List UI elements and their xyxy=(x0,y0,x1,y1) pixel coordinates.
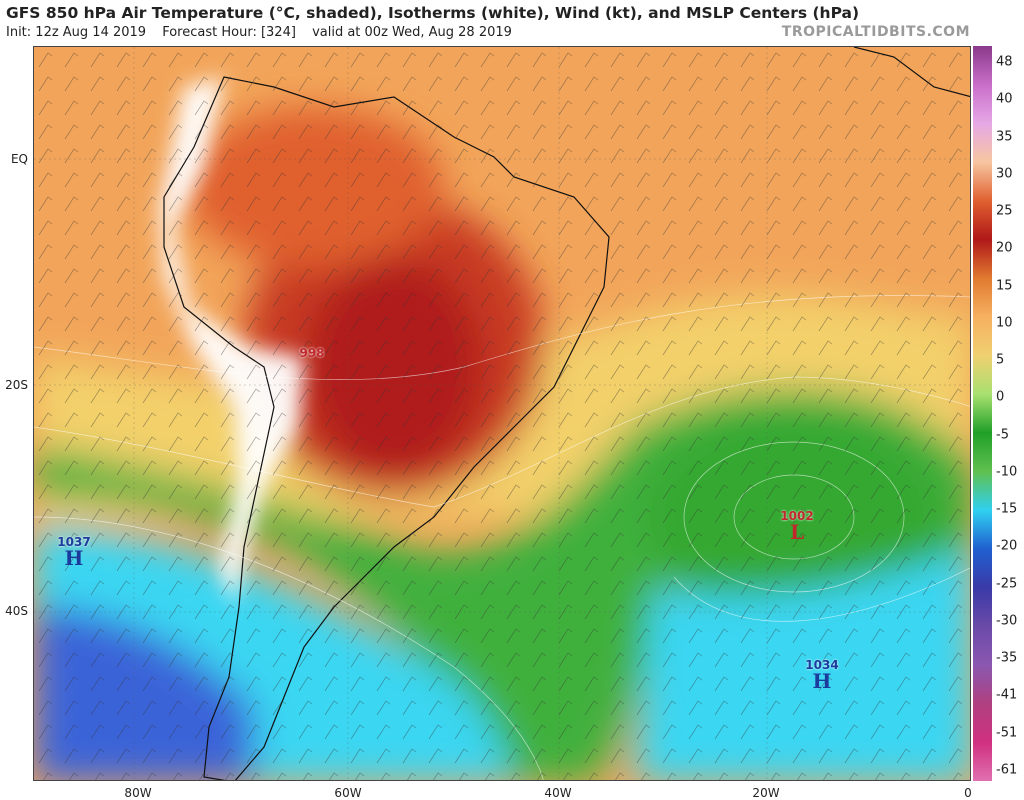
temperature-map xyxy=(33,46,971,781)
lon-label-0: 0 xyxy=(964,786,972,800)
colorbar-label: 30 xyxy=(996,166,1013,182)
pressure-center-high-south-atlantic: 1034 H xyxy=(805,658,839,693)
colorbar-label: 10 xyxy=(996,315,1013,331)
colorbar-label: 40 xyxy=(996,91,1013,107)
map-subtitle: Init: 12z Aug 14 2019 Forecast Hour: [32… xyxy=(6,25,524,40)
colorbar-label: 35 xyxy=(996,129,1013,145)
init-time: Init: 12z Aug 14 2019 xyxy=(6,25,147,40)
colorbar-label: 25 xyxy=(996,203,1013,219)
valid-time: valid at 00z Wed, Aug 28 2019 xyxy=(312,25,512,40)
pressure-symbol: H xyxy=(64,546,84,570)
map-title: GFS 850 hPa Air Temperature (°C, shaded)… xyxy=(6,4,860,22)
colorbar-label: -5 xyxy=(996,427,1009,443)
pressure-value: 1034 xyxy=(805,658,839,672)
colorbar-label: 20 xyxy=(996,240,1013,256)
lon-label-60w: 60W xyxy=(334,786,362,800)
colorbar-label: -15 xyxy=(996,501,1018,517)
lat-label-eq: EQ xyxy=(10,152,28,166)
colorbar-label: -25 xyxy=(996,576,1018,592)
forecast-hour: Forecast Hour: [324] xyxy=(162,25,296,40)
lon-label-40w: 40W xyxy=(544,786,572,800)
lat-label-40s: 40S xyxy=(5,604,28,618)
colorbar-label: -41 xyxy=(996,687,1018,703)
pressure-center-low-south-america: 998 xyxy=(299,346,324,360)
colorbar-label: -35 xyxy=(996,650,1018,666)
pressure-symbol: L xyxy=(789,520,805,544)
lat-label-20s: 20S xyxy=(5,378,28,392)
colorbar-label: -51 xyxy=(996,725,1018,741)
pressure-center-low-atlantic: 1002 L xyxy=(780,509,814,544)
colorbar-label: 5 xyxy=(996,352,1005,368)
brand-watermark: TROPICALTIDBITS.COM xyxy=(781,24,970,40)
colorbar-label: -10 xyxy=(996,464,1018,480)
colorbar-label: 0 xyxy=(996,389,1005,405)
colorbar-label: 15 xyxy=(996,278,1013,294)
colorbar-label: -30 xyxy=(996,613,1018,629)
colorbar-label: 48 xyxy=(996,54,1013,70)
map-canvas xyxy=(34,47,970,780)
graticule xyxy=(34,47,970,780)
colorbar-label: -20 xyxy=(996,538,1018,554)
pressure-value: 1037 xyxy=(57,535,91,549)
temperature-colorbar xyxy=(973,46,992,781)
lon-label-20w: 20W xyxy=(752,786,780,800)
pressure-value: 998 xyxy=(299,346,325,360)
pressure-symbol: H xyxy=(812,669,832,693)
pressure-value: 1002 xyxy=(780,509,814,523)
colorbar-label: -61 xyxy=(996,762,1018,778)
wind-barbs xyxy=(34,47,970,780)
pressure-center-high-west: 1037 H xyxy=(57,535,91,570)
lon-label-80w: 80W xyxy=(124,786,152,800)
